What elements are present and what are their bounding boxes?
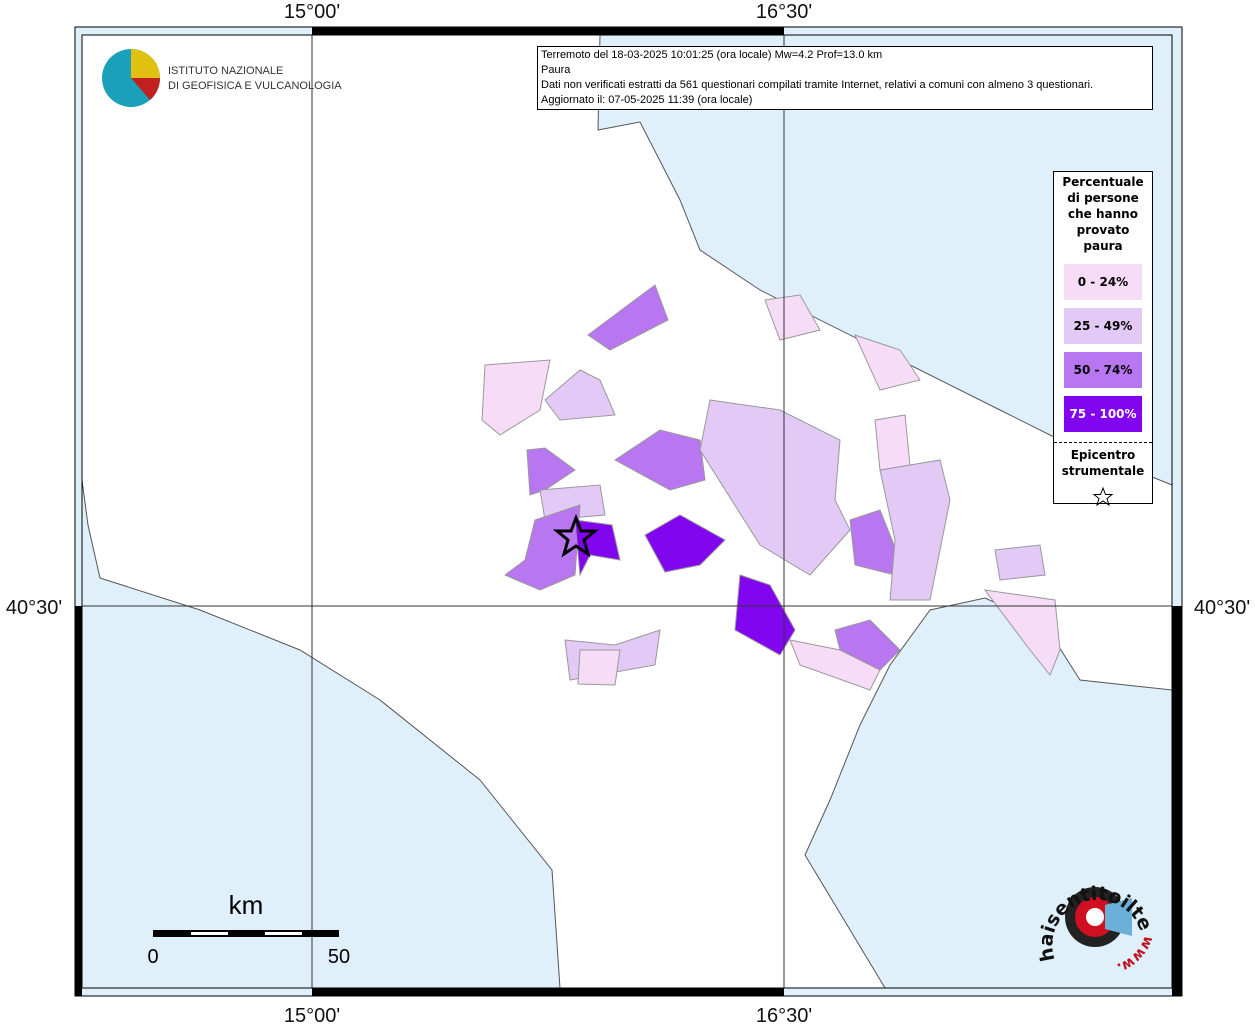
legend: Percentuale di persone che hanno provato…: [1053, 171, 1153, 507]
scale-unit: km: [229, 890, 264, 920]
graticule-label: 16°30': [756, 1005, 812, 1024]
legend-item: 25 - 49%: [1064, 308, 1142, 344]
scale-label: 0: [147, 946, 158, 968]
region: [834, 619, 901, 671]
watermark-ring: [1086, 908, 1104, 926]
scale-bar-segment: [191, 932, 228, 935]
graticule-label: 16°30': [756, 1, 812, 23]
logo: ISTITUTO NAZIONALE DI GEOFISICA E VULCAN…: [102, 49, 342, 107]
legend-items: 0 - 24% 25 - 49% 50 - 74% 75 - 100%: [1054, 264, 1152, 432]
region: [539, 484, 606, 521]
region: [577, 649, 621, 686]
region-layer: [481, 284, 1061, 691]
logo-text: DI GEOFISICA E VULCANOLOGIA: [168, 80, 342, 92]
graticule-label: 40°30': [6, 597, 62, 619]
frame-bar: [312, 988, 784, 996]
land: [81, 34, 1173, 989]
graticule: [82, 35, 1172, 988]
region: [614, 429, 706, 491]
legend-star: [1092, 486, 1114, 507]
info-line: Paura: [541, 64, 571, 76]
watermark-speaker: [1105, 898, 1132, 936]
region: [587, 284, 669, 351]
info-box: Terremoto del 18-03-2025 10:01:25 (ora l…: [537, 46, 1153, 110]
legend-item: 0 - 24%: [1064, 264, 1142, 300]
logo-segment: [131, 78, 161, 100]
frame: [74, 26, 1183, 997]
region: [644, 514, 726, 573]
info-line: Aggiornato il: 07-05-2025 11:39 (ora loc…: [541, 94, 753, 106]
region: [734, 574, 796, 656]
legend-epicenter-label: Epicentro strumentale: [1061, 448, 1145, 478]
region: [874, 414, 911, 471]
frame-bar: [312, 27, 784, 35]
frame-bar: [1172, 606, 1182, 996]
logo-text: ISTITUTO NAZIONALE: [168, 65, 283, 77]
info-line: Terremoto del 18-03-2025 10:01:25 (ora l…: [541, 49, 883, 61]
region: [526, 447, 576, 496]
region: [699, 399, 851, 576]
region: [574, 519, 621, 577]
region: [764, 294, 821, 341]
legend-epicenter: Epicentro strumentale: [1054, 442, 1152, 513]
region: [789, 639, 881, 691]
region: [504, 504, 581, 591]
region: [481, 359, 551, 436]
frame-bar: [75, 606, 82, 996]
legend-item: 50 - 74%: [1064, 352, 1142, 388]
region: [854, 334, 921, 391]
region: [983, 589, 1061, 676]
legend-star-shape: [1092, 486, 1114, 507]
graticule-label: 15°00': [284, 1005, 340, 1024]
legend-title: Percentuale di persone che hanno provato…: [1062, 175, 1144, 253]
region: [544, 369, 616, 421]
graticule-label: 40°30': [1194, 597, 1250, 619]
epicenter-star: [552, 513, 600, 558]
info-line: Dati non verificati estratti da 561 ques…: [541, 79, 1094, 91]
region: [879, 459, 951, 601]
scale-bar-segment: [265, 932, 302, 935]
legend-item: 75 - 100%: [1064, 396, 1142, 432]
logo-segment: [131, 49, 160, 78]
scale-label: 50: [328, 946, 350, 968]
scale-bar-outline: [153, 930, 339, 937]
graticule-label: 15°00': [284, 1, 340, 23]
region: [994, 544, 1046, 581]
scale-bar: km 0 50: [147, 890, 350, 968]
